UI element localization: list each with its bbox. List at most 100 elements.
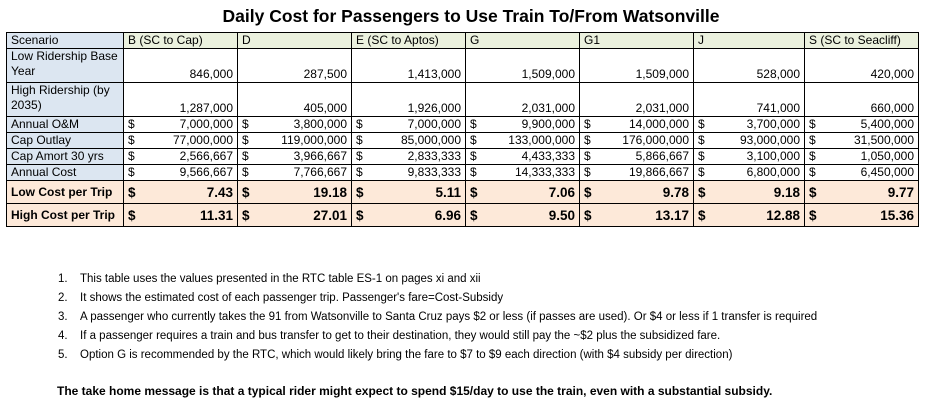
note-text: If a passenger requires a train and bus … [80, 330, 721, 342]
cell-value: 133,000,000 [508, 133, 575, 148]
cell-value: 119,000,000 [281, 133, 347, 148]
currency-symbol: $ [128, 184, 136, 200]
currency-symbol: $ [809, 117, 816, 132]
table-cell: $77,000,000 [123, 132, 238, 149]
table-cell: $85,000,000 [351, 132, 466, 149]
cell-value: 6,450,000 [860, 165, 914, 180]
column-header: D [237, 32, 352, 49]
cell-value: 9,566,667 [179, 165, 233, 180]
column-header: G1 [579, 32, 694, 49]
table-cell: $119,000,000 [237, 132, 352, 149]
currency-symbol: $ [584, 133, 591, 148]
currency-symbol: $ [809, 207, 817, 223]
note-text: Option G is recommended by the RTC, whic… [80, 349, 733, 361]
table-cell: $14,000,000 [579, 116, 694, 133]
table-cell: $9,566,667 [123, 164, 238, 181]
note-text: A passenger who currently takes the 91 f… [80, 311, 818, 323]
row-label: Cap Outlay [6, 132, 124, 149]
note-item: 5. Option G is recommended by the RTC, wh… [58, 346, 817, 365]
table-cell: $19.18 [237, 180, 352, 204]
table-cell: $9.50 [465, 203, 580, 227]
cell-value: 15.36 [880, 207, 914, 223]
cell-value: 93,000,000 [739, 133, 800, 148]
column-header: J [693, 32, 805, 49]
cell-value: 3,100,000 [746, 149, 800, 164]
cell-value: 27.01 [313, 207, 347, 223]
cost-table: Scenario B (SC to Cap) D E (SC to Aptos) G G1… [6, 32, 919, 227]
notes-list: 1. This table uses the values presented i… [58, 270, 817, 365]
currency-symbol: $ [584, 165, 591, 180]
cell-value: 6.96 [434, 207, 461, 223]
column-header: G [465, 32, 580, 49]
cell-value: 9,833,333 [407, 165, 461, 180]
table-cell: $133,000,000 [465, 132, 580, 149]
note-text: This table uses the values presented in … [80, 273, 481, 285]
cell-value: 1,050,000 [860, 149, 914, 164]
cell-value: 12.88 [766, 207, 800, 223]
currency-symbol: $ [698, 207, 706, 223]
cell-value: 9.18 [773, 184, 800, 200]
table-cell: 405,000 [237, 82, 352, 117]
row-label: High Cost per Trip [6, 203, 124, 227]
note-number: 4. [58, 330, 68, 342]
currency-symbol: $ [356, 207, 364, 223]
cell-value: 9.50 [548, 207, 575, 223]
table-cell: $6,450,000 [804, 164, 919, 181]
cell-value: 7.06 [548, 184, 575, 200]
table-cell: $3,966,667 [237, 148, 352, 165]
page-title: Daily Cost for Passengers to Use Train T… [222, 6, 720, 26]
currency-symbol: $ [584, 184, 592, 200]
currency-symbol: $ [470, 149, 477, 164]
table-cell: 528,000 [693, 48, 805, 83]
cell-value: 176,000,000 [622, 133, 689, 148]
table-cell: $12.88 [693, 203, 805, 227]
table-row: Cap Outlay $77,000,000 $119,000,000 $85,000… [6, 132, 919, 149]
cell-value: 3,700,000 [746, 117, 800, 132]
cell-value: 14,000,000 [628, 117, 689, 132]
cell-value: 7,766,667 [293, 165, 347, 180]
table-cell: $7,000,000 [351, 116, 466, 133]
currency-symbol: $ [698, 184, 706, 200]
table-cell: 2,031,000 [465, 82, 580, 117]
table-cell: 1,413,000 [351, 48, 466, 83]
cell-value: 2,833,333 [407, 149, 461, 164]
cell-value: 77,000,000 [172, 133, 233, 148]
table-cell: $7,000,000 [123, 116, 238, 133]
table-cell: $9.77 [804, 180, 919, 204]
currency-symbol: $ [128, 207, 136, 223]
cell-value: 7,000,000 [179, 117, 233, 132]
currency-symbol: $ [698, 133, 705, 148]
cell-value: 31,500,000 [853, 133, 914, 148]
currency-symbol: $ [809, 149, 816, 164]
note-item: 1. This table uses the values presented i… [58, 270, 817, 289]
cell-value: 5,400,000 [860, 117, 914, 132]
table-cell: $11.31 [123, 203, 238, 227]
header-row: Scenario B (SC to Cap) D E (SC to Aptos) G G1… [6, 32, 919, 49]
table-cell: 420,000 [804, 48, 919, 83]
table-cell: $93,000,000 [693, 132, 805, 149]
table-row: Annual O&M $7,000,000 $3,800,000 $7,000,000… [6, 116, 919, 133]
table-cell: $176,000,000 [579, 132, 694, 149]
cell-value: 3,966,667 [293, 149, 347, 164]
table-row: High Ridership (by 2035) 1,287,000 405,000… [6, 82, 919, 117]
currency-symbol: $ [470, 133, 477, 148]
table-cell: 846,000 [123, 48, 238, 83]
table-row: Cap Amort 30 yrs $2,566,667 $3,966,667 $2,8… [6, 148, 919, 165]
cell-value: 5,866,667 [635, 149, 689, 164]
note-item: 2. It shows the estimated cost of each pa… [58, 289, 817, 308]
note-number: 5. [58, 349, 68, 361]
currency-symbol: $ [356, 149, 363, 164]
currency-symbol: $ [584, 117, 591, 132]
row-label: Cap Amort 30 yrs [6, 148, 124, 165]
table-cell: $9.78 [579, 180, 694, 204]
header-label: Scenario [6, 32, 124, 49]
table-cell: $2,566,667 [123, 148, 238, 165]
cell-value: 9,900,000 [521, 117, 575, 132]
currency-symbol: $ [470, 184, 478, 200]
note-number: 1. [58, 273, 68, 285]
cell-value: 3,800,000 [293, 117, 347, 132]
table-cell: $3,100,000 [693, 148, 805, 165]
table-cell: $5,400,000 [804, 116, 919, 133]
currency-symbol: $ [809, 184, 817, 200]
cell-value: 13.17 [655, 207, 689, 223]
